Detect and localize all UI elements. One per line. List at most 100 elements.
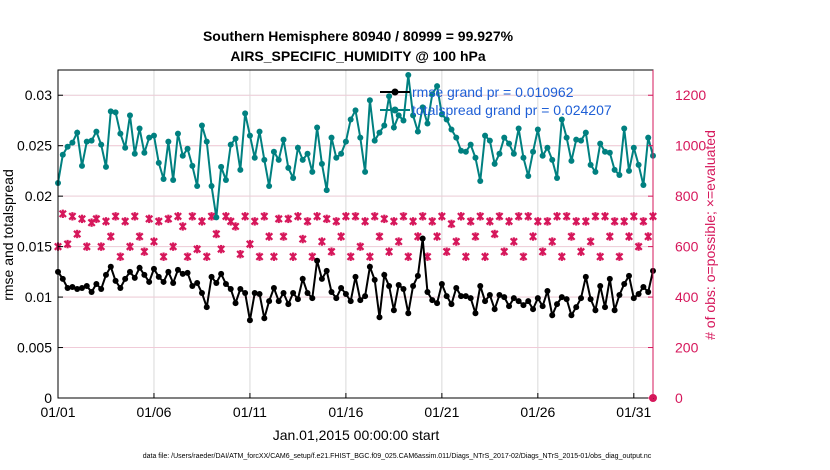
data-point bbox=[477, 178, 484, 185]
obs-marker bbox=[538, 247, 547, 256]
data-point bbox=[606, 149, 613, 156]
data-point bbox=[98, 286, 105, 293]
obs-marker bbox=[620, 217, 629, 226]
obs-marker bbox=[303, 217, 312, 226]
data-point bbox=[213, 214, 220, 221]
obs-marker bbox=[476, 212, 485, 221]
obs-marker bbox=[250, 217, 259, 226]
data-point bbox=[544, 288, 551, 295]
data-point bbox=[525, 172, 532, 179]
data-point bbox=[520, 302, 527, 309]
data-point bbox=[621, 280, 628, 287]
obs-marker bbox=[125, 242, 134, 251]
data-point bbox=[203, 304, 210, 311]
data-point bbox=[160, 175, 167, 182]
data-point bbox=[515, 125, 522, 132]
x-tick-label: 01/06 bbox=[136, 404, 171, 420]
data-point bbox=[386, 93, 393, 100]
series-rmse bbox=[55, 235, 656, 324]
obs-marker bbox=[265, 232, 274, 241]
obs-marker bbox=[337, 232, 346, 241]
data-point bbox=[309, 168, 316, 175]
obs-marker bbox=[145, 214, 154, 224]
data-point bbox=[333, 295, 340, 302]
data-point bbox=[174, 130, 181, 137]
data-point bbox=[352, 107, 359, 114]
data-point bbox=[592, 168, 599, 175]
data-point bbox=[338, 150, 345, 157]
data-point bbox=[314, 124, 321, 131]
chart-title-line1: Southern Hemisphere 80940 / 80999 = 99.9… bbox=[203, 28, 514, 44]
obs-marker bbox=[63, 239, 72, 249]
data-point bbox=[242, 110, 249, 117]
data-point bbox=[83, 138, 90, 145]
data-point bbox=[309, 295, 316, 302]
data-point bbox=[59, 151, 66, 158]
obs-marker bbox=[68, 212, 77, 221]
obs-marker bbox=[97, 242, 106, 251]
data-point bbox=[117, 284, 124, 291]
obs-marker bbox=[241, 212, 250, 221]
obs-marker bbox=[173, 212, 182, 221]
data-point bbox=[467, 295, 474, 302]
obs-marker bbox=[634, 242, 643, 251]
data-point bbox=[578, 137, 585, 144]
obs-marker bbox=[289, 252, 298, 261]
obs-marker bbox=[159, 252, 168, 261]
obs-marker bbox=[452, 237, 461, 246]
data-point bbox=[635, 161, 642, 168]
data-point bbox=[510, 150, 517, 157]
data-point bbox=[486, 137, 493, 144]
data-point bbox=[554, 301, 561, 308]
data-point bbox=[501, 294, 508, 301]
obs-marker bbox=[154, 217, 163, 226]
obs-marker bbox=[293, 212, 302, 221]
data-point bbox=[261, 315, 268, 322]
data-point bbox=[136, 264, 143, 271]
data-point bbox=[597, 140, 604, 147]
data-point bbox=[582, 129, 589, 136]
obs-marker bbox=[572, 217, 581, 226]
obs-marker bbox=[437, 212, 446, 221]
y-left-tick-label: 0.01 bbox=[25, 289, 52, 305]
obs-marker bbox=[332, 217, 341, 226]
data-point bbox=[141, 149, 148, 156]
data-point bbox=[64, 143, 71, 150]
data-point bbox=[400, 286, 407, 293]
data-point bbox=[472, 310, 479, 317]
series-obs-evaluated bbox=[54, 209, 657, 402]
obs-marker bbox=[514, 212, 523, 221]
y-left-tick-label: 0.02 bbox=[25, 188, 52, 204]
obs-marker bbox=[308, 252, 317, 261]
data-point bbox=[381, 122, 388, 129]
data-point bbox=[626, 167, 633, 174]
data-point bbox=[150, 132, 157, 139]
data-point bbox=[69, 283, 76, 290]
obs-marker bbox=[495, 212, 504, 221]
data-point bbox=[126, 112, 133, 119]
data-point bbox=[299, 275, 306, 282]
data-point bbox=[155, 273, 162, 280]
obs-marker bbox=[279, 232, 288, 241]
obs-marker bbox=[625, 232, 633, 241]
data-point bbox=[434, 83, 441, 90]
data-point bbox=[366, 97, 373, 104]
data-point bbox=[280, 136, 287, 143]
data-point bbox=[294, 144, 301, 151]
data-point bbox=[299, 156, 306, 163]
data-point bbox=[357, 297, 364, 304]
obs-marker bbox=[399, 212, 408, 221]
obs-marker bbox=[591, 212, 600, 221]
data-point bbox=[558, 294, 565, 301]
legend-spread-marker bbox=[391, 106, 399, 114]
data-point bbox=[74, 129, 81, 136]
obs-marker bbox=[135, 232, 144, 241]
obs-marker bbox=[601, 212, 609, 221]
x-tick-label: 01/21 bbox=[424, 404, 459, 420]
obs-marker bbox=[586, 237, 595, 246]
obs-marker bbox=[361, 217, 370, 226]
data-point bbox=[227, 141, 234, 148]
data-point bbox=[122, 144, 129, 151]
data-point bbox=[424, 120, 431, 127]
obs-marker bbox=[461, 252, 470, 261]
